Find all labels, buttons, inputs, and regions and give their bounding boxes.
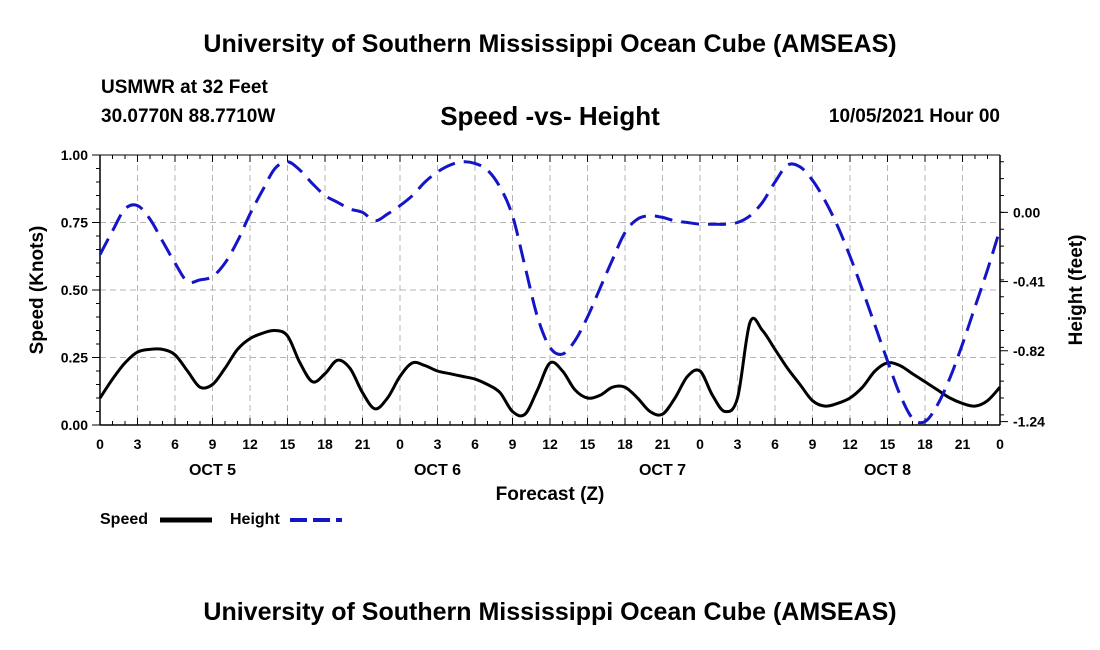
height-series-line (98, 160, 1002, 425)
x-tick-label: 0 (396, 436, 404, 452)
x-axis-label: Forecast (Z) (496, 484, 605, 505)
y-tick-label: 0.00 (61, 417, 88, 433)
x-tick-label: 15 (580, 436, 596, 452)
x-tick-label: 6 (771, 436, 779, 452)
x-tick-label: 6 (471, 436, 479, 452)
x-tick-label: 9 (209, 436, 217, 452)
x-tick-label: 0 (996, 436, 1004, 452)
x-tick-label: 12 (542, 436, 558, 452)
day-label: OCT 5 (189, 462, 236, 479)
top-title: University of Southern Mississippi Ocean… (203, 30, 897, 58)
x-tick-label: 9 (809, 436, 817, 452)
x-tick-label: 18 (617, 436, 633, 452)
chart-title: Speed -vs- Height (440, 101, 660, 131)
y2-axis-label: Height (feet) (1066, 235, 1087, 346)
day-label: OCT 7 (639, 462, 686, 479)
day-label: OCT 8 (864, 462, 911, 479)
y2-tick-label: -1.24 (1013, 414, 1045, 430)
x-tick-label: 9 (509, 436, 517, 452)
y2-tick-label: 0.00 (1013, 204, 1040, 220)
legend-speed-label: Speed (100, 511, 148, 528)
x-tick-label: 3 (734, 436, 742, 452)
y-tick-label: 0.50 (61, 282, 88, 298)
y2-tick-label: -0.41 (1013, 274, 1045, 290)
x-tick-label: 3 (434, 436, 442, 452)
coordinates-label: 30.0770N 88.7710W (101, 106, 276, 127)
x-tick-label: 0 (96, 436, 104, 452)
x-tick-label: 18 (917, 436, 933, 452)
x-tick-label: 21 (355, 436, 371, 452)
x-tick-label: 15 (280, 436, 296, 452)
speed-series-line (98, 316, 1002, 418)
legend-height-label: Height (230, 511, 280, 528)
y-axis-label: Speed (Knots) (27, 226, 48, 355)
y-tick-label: 0.75 (61, 215, 88, 231)
x-tick-label: 15 (880, 436, 896, 452)
y-tick-label: 1.00 (61, 147, 88, 163)
x-tick-label: 21 (955, 436, 971, 452)
bottom-title: University of Southern Mississippi Ocean… (203, 598, 897, 626)
x-tick-label: 6 (171, 436, 179, 452)
x-tick-label: 21 (655, 436, 671, 452)
station-label: USMWR at 32 Feet (101, 77, 268, 98)
y-tick-label: 0.25 (61, 350, 88, 366)
x-tick-label: 3 (134, 436, 142, 452)
y2-tick-label: -0.82 (1013, 343, 1045, 359)
x-tick-label: 18 (317, 436, 333, 452)
x-tick-label: 0 (696, 436, 704, 452)
day-label: OCT 6 (414, 462, 461, 479)
x-tick-label: 12 (842, 436, 858, 452)
date-label: 10/05/2021 Hour 00 (828, 106, 1000, 127)
x-tick-label: 12 (242, 436, 258, 452)
